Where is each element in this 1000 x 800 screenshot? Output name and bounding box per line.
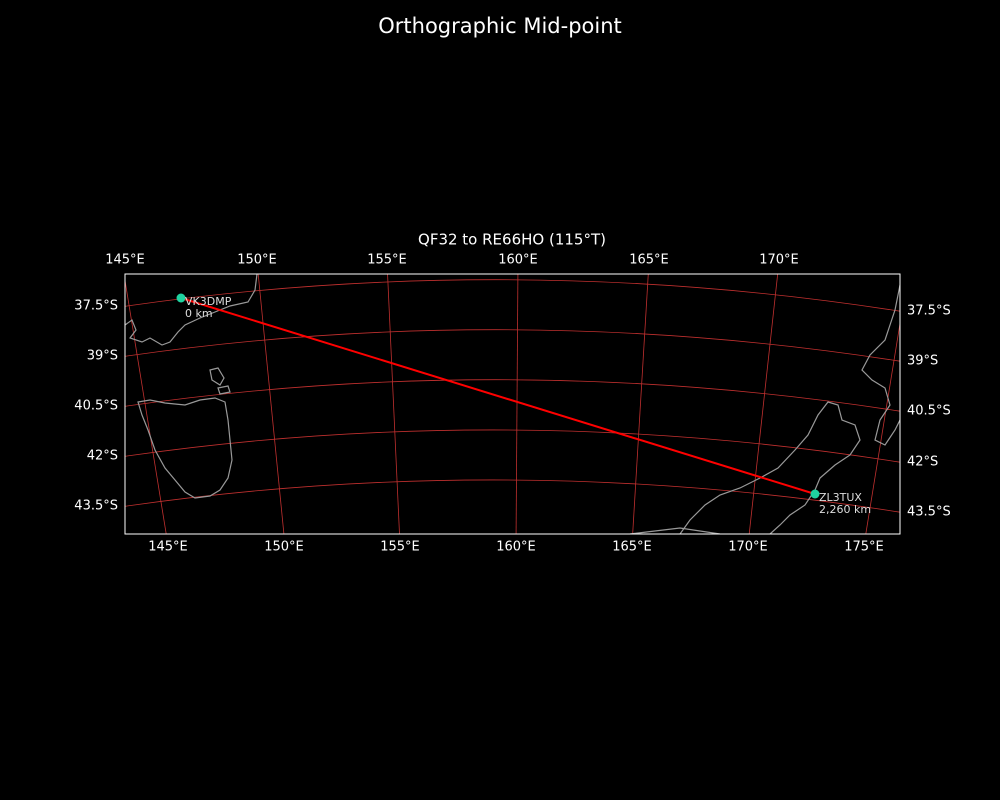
right-lat-label: 43.5°S [907,505,951,520]
station-distance: 2,260 km [819,503,871,516]
top-lon-label: 155°E [367,253,407,268]
graticule [125,274,900,534]
top-lon-label: 145°E [105,253,145,268]
top-lon-label: 170°E [759,253,799,268]
bottom-lon-label: 155°E [380,540,420,555]
bottom-lon-label: 150°E [264,540,304,555]
left-lat-label: 37.5°S [74,299,118,314]
top-lon-label: 150°E [237,253,277,268]
bottom-lon-label: 175°E [844,540,884,555]
right-lat-label: 40.5°S [907,404,951,419]
top-lon-label: 165°E [629,253,669,268]
right-lat-label: 37.5°S [907,304,951,319]
map-subtitle: QF32 to RE66HO (115°T) [418,231,606,249]
station-distance: 0 km [185,307,213,320]
left-lat-label: 43.5°S [74,499,118,514]
station-marker [176,293,186,303]
top-lon-label: 160°E [498,253,538,268]
map-area [125,274,900,534]
left-lat-label: 39°S [87,349,118,364]
right-lat-label: 39°S [907,354,938,369]
route-line [180,297,816,495]
left-lat-label: 40.5°S [74,399,118,414]
figure-title: Orthographic Mid-point [378,14,622,38]
station-call: ZL3TUX [819,491,862,504]
bottom-lon-label: 165°E [612,540,652,555]
station-call: VK3DMP [185,295,232,308]
left-lat-label: 42°S [87,449,118,464]
bottom-lon-label: 160°E [496,540,536,555]
bottom-lon-label: 170°E [728,540,768,555]
station-marker [810,489,820,499]
bottom-lon-label: 145°E [148,540,188,555]
map-frame [124,273,901,535]
right-lat-label: 42°S [907,455,938,470]
